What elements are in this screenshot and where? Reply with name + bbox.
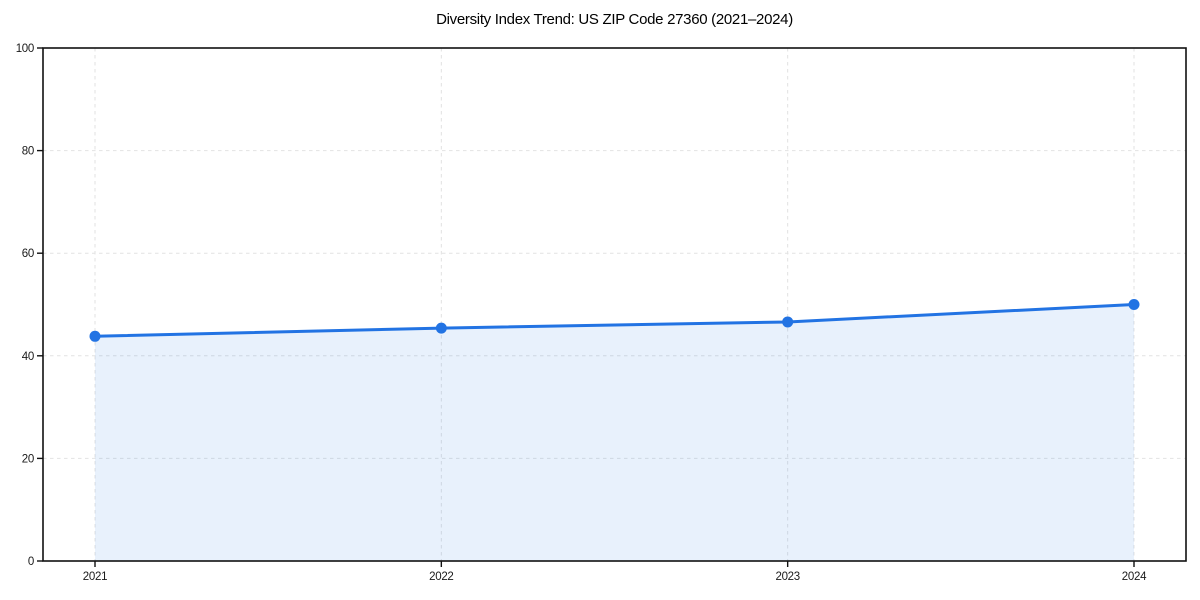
chart-title: Diversity Index Trend: US ZIP Code 27360… [436, 11, 793, 28]
axes-border [42, 47, 1187, 562]
data-point-marker [435, 322, 447, 334]
data-point-marker [782, 316, 794, 328]
x-tick-label: 2023 [775, 571, 799, 583]
x-tick-label: 2021 [83, 571, 107, 583]
data-point-marker [89, 330, 101, 342]
y-tick-label: 80 [22, 146, 34, 158]
x-tick-label: 2022 [429, 571, 453, 583]
y-tick-label: 100 [16, 43, 34, 55]
trend-line [93, 303, 1136, 338]
plot-background [43, 48, 1186, 561]
data-point-marker [1128, 299, 1140, 310]
y-tick-label: 60 [22, 248, 34, 260]
x-tick-label: 2024 [1122, 571, 1147, 583]
area-fill [95, 304, 1134, 561]
y-tick-label: 40 [22, 351, 34, 363]
y-tick-label: 0 [28, 556, 34, 568]
y-tick-label: 20 [22, 453, 34, 465]
